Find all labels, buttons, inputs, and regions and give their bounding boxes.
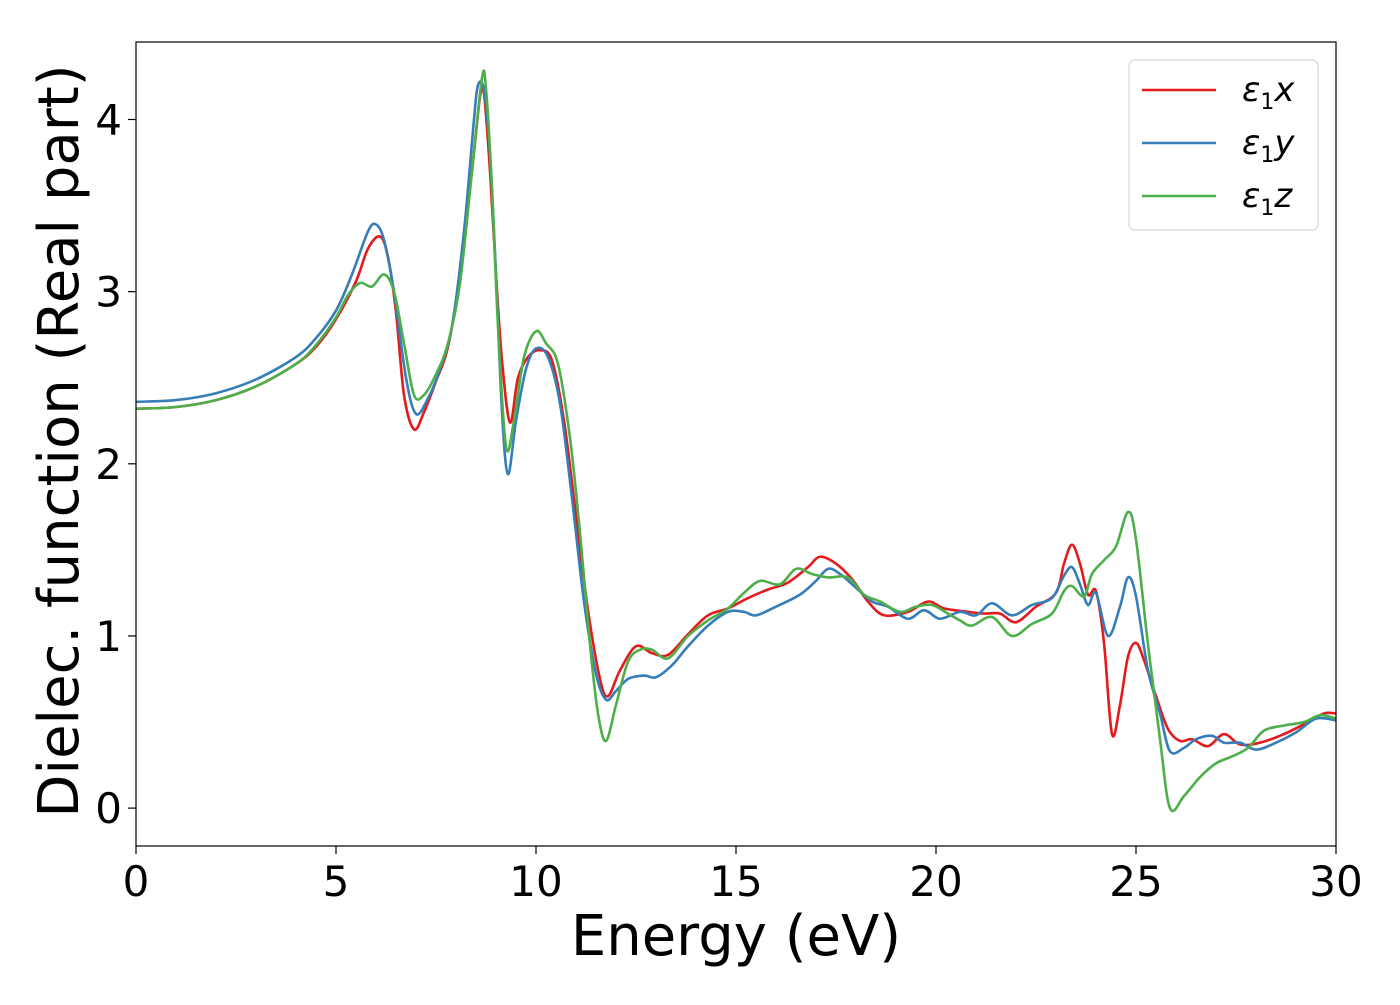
x-tick-label: 30 <box>1309 857 1362 906</box>
x-tick-label: 15 <box>709 857 762 906</box>
series-line-x <box>136 84 1336 748</box>
x-tick-label: 0 <box>123 857 150 906</box>
x-tick-label: 20 <box>909 857 962 906</box>
series-line-y <box>136 80 1336 755</box>
legend-label-z: ε1z <box>1242 176 1293 221</box>
legend-label-x: ε1x <box>1242 70 1295 115</box>
y-tick-label: 3 <box>95 268 122 317</box>
y-tick-label: 4 <box>95 95 122 144</box>
x-tick-label: 10 <box>509 857 562 906</box>
y-tick-label: 1 <box>95 612 122 661</box>
series-layer <box>136 69 1336 813</box>
legend-box <box>1128 59 1319 231</box>
legend: ε1x ε1y ε1z <box>1128 59 1319 231</box>
y-axis: 0 1 2 3 4 <box>95 95 136 833</box>
series-line-z <box>136 69 1336 813</box>
y-axis-title: Dielec. function (Real part) <box>27 64 92 817</box>
y-tick-label: 2 <box>95 440 122 489</box>
x-tick-label: 5 <box>323 857 350 906</box>
y-tick-label: 0 <box>95 784 122 833</box>
legend-label-y: ε1y <box>1242 123 1295 168</box>
x-axis: 0 5 10 15 20 25 30 <box>123 846 1363 906</box>
x-axis-title: Energy (eV) <box>571 904 901 969</box>
x-tick-label: 25 <box>1109 857 1162 906</box>
